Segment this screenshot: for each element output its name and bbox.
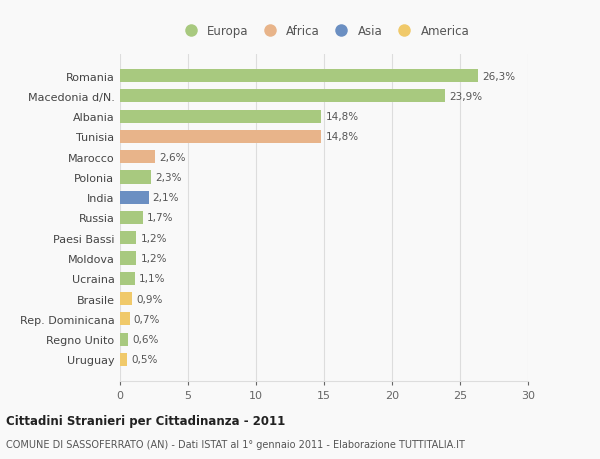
Bar (120, 292, 132, 306)
Text: 1,1%: 1,1% (139, 274, 166, 284)
Bar (120, 313, 130, 326)
Legend: Europa, Africa, Asia, America: Europa, Africa, Asia, America (175, 22, 473, 42)
Text: 1,2%: 1,2% (140, 233, 167, 243)
Bar (120, 171, 151, 184)
Bar (120, 232, 136, 245)
Bar (120, 130, 321, 144)
Text: 26,3%: 26,3% (482, 72, 515, 81)
Bar (120, 90, 445, 103)
Bar (120, 353, 127, 366)
Bar (120, 151, 155, 164)
Text: 1,2%: 1,2% (140, 253, 167, 263)
Text: 14,8%: 14,8% (325, 132, 358, 142)
Bar (120, 70, 478, 83)
Bar (120, 333, 128, 346)
Text: COMUNE DI SASSOFERRATO (AN) - Dati ISTAT al 1° gennaio 2011 - Elaborazione TUTTI: COMUNE DI SASSOFERRATO (AN) - Dati ISTAT… (6, 439, 465, 448)
Bar (120, 252, 136, 265)
Text: 2,3%: 2,3% (155, 173, 182, 183)
Text: Cittadini Stranieri per Cittadinanza - 2011: Cittadini Stranieri per Cittadinanza - 2… (6, 414, 285, 428)
Bar (120, 191, 149, 204)
Text: 23,9%: 23,9% (449, 92, 482, 102)
Text: 2,6%: 2,6% (160, 152, 186, 162)
Bar (120, 110, 321, 123)
Bar (120, 272, 135, 285)
Text: 0,9%: 0,9% (136, 294, 163, 304)
Text: 0,6%: 0,6% (132, 334, 158, 344)
Text: 0,7%: 0,7% (134, 314, 160, 324)
Text: 1,7%: 1,7% (147, 213, 174, 223)
Text: 14,8%: 14,8% (325, 112, 358, 122)
Bar (120, 212, 143, 224)
Text: 2,1%: 2,1% (152, 193, 179, 203)
Text: 0,5%: 0,5% (131, 355, 157, 364)
